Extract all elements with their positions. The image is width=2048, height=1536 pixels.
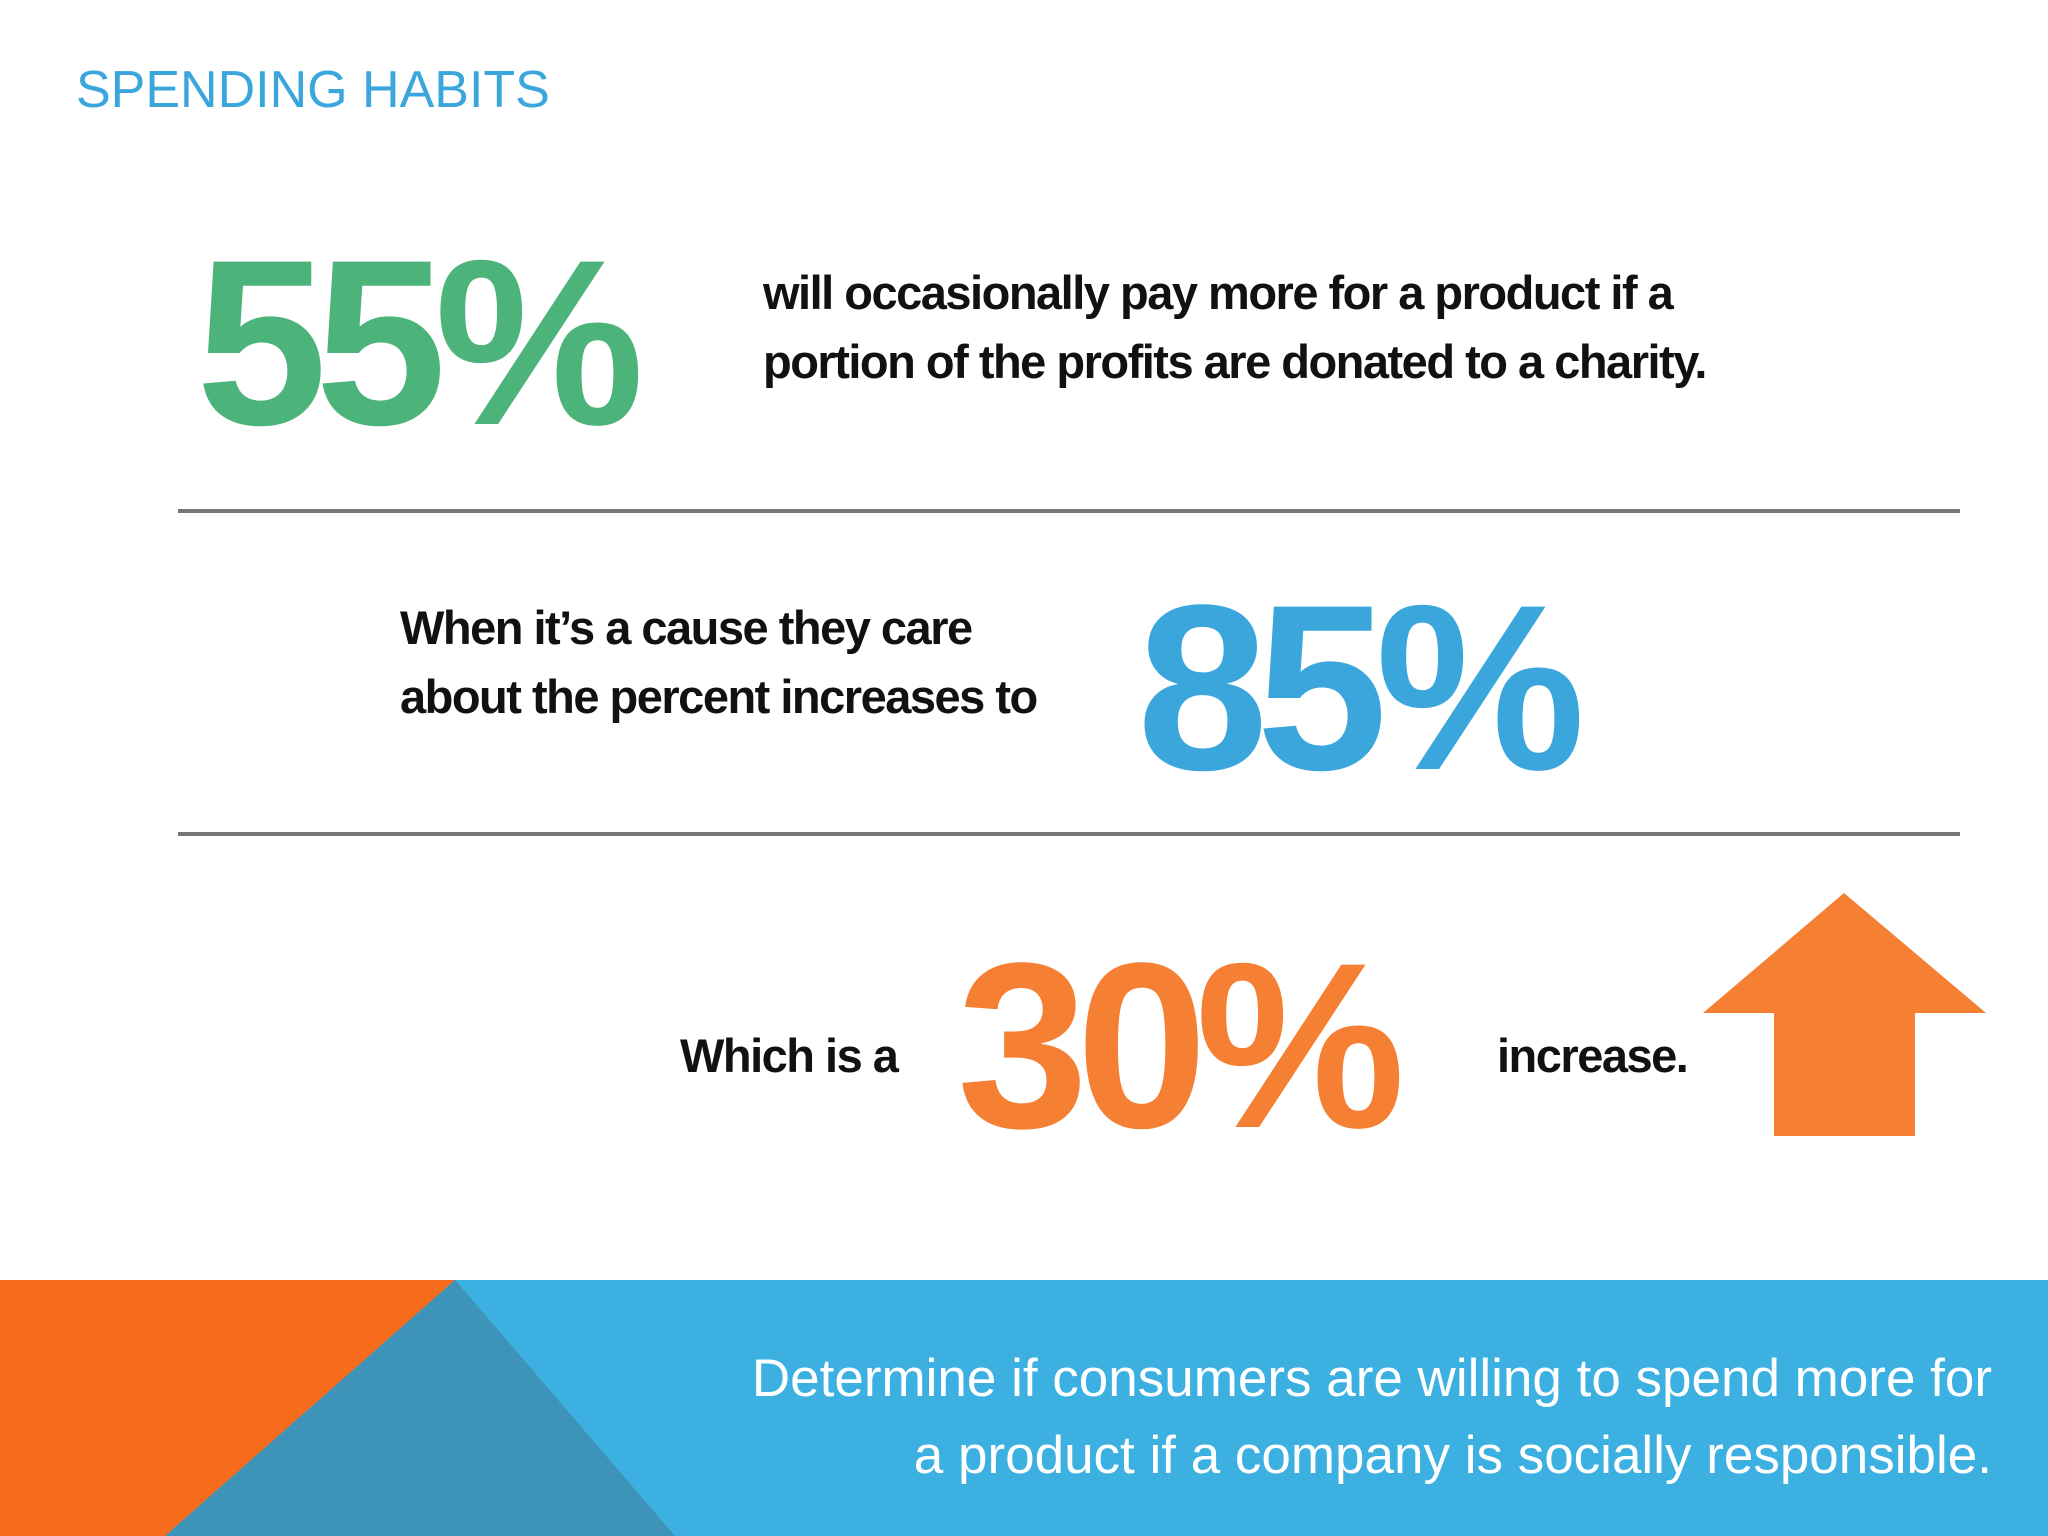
stat-30-value: 30% [957, 914, 1405, 1178]
footer-message-line-2: a product if a company is socially respo… [913, 1426, 1992, 1485]
stat-55-value: 55% [196, 211, 644, 475]
footer-banner: Determine if consumers are willing to sp… [0, 1280, 2048, 1536]
stat-30-prefix: Which is a [680, 1029, 899, 1082]
stat-85-value: 85% [1137, 556, 1585, 820]
slide-heading: SPENDING HABITS [76, 61, 550, 119]
up-arrow-icon [1703, 893, 1986, 1136]
stat-85-description-line-2: about the percent increases to [400, 670, 1038, 723]
stat-55-description-line-1: will occasionally pay more for a product… [763, 266, 1674, 319]
stat-85-description: When it’s a cause they care about the pe… [400, 593, 1038, 731]
footer-background [0, 1280, 2048, 1536]
stat-55-description-line-2: portion of the profits are donated to a … [763, 335, 1707, 388]
footer-message: Determine if consumers are willing to sp… [752, 1340, 1992, 1494]
divider-top [178, 509, 1960, 513]
footer-message-line-1: Determine if consumers are willing to sp… [751, 1349, 1992, 1408]
stat-55-description: will occasionally pay more for a product… [763, 258, 1707, 396]
divider-bottom [178, 832, 1960, 836]
stat-30-suffix: increase. [1497, 1029, 1689, 1082]
stat-85-description-line-1: When it’s a cause they care [400, 601, 973, 654]
